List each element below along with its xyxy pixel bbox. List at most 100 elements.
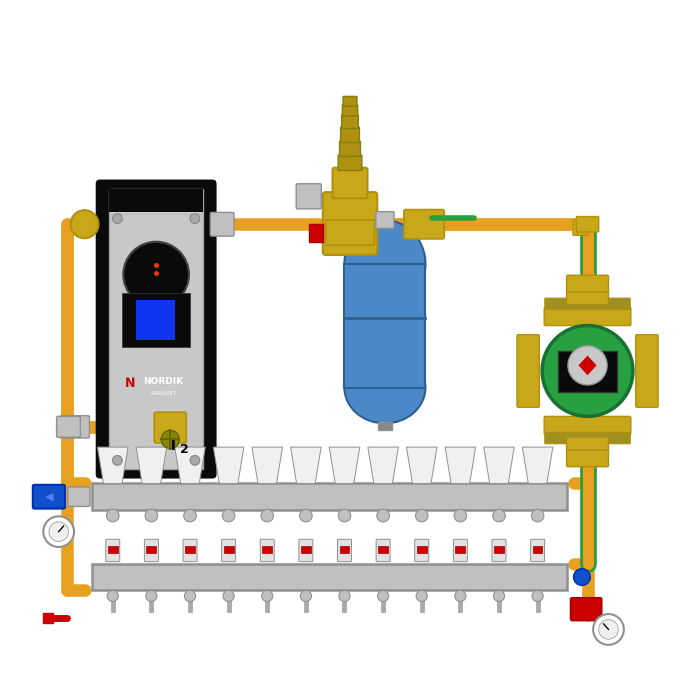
FancyBboxPatch shape (566, 438, 608, 454)
Circle shape (107, 590, 118, 601)
Circle shape (123, 241, 189, 307)
FancyBboxPatch shape (573, 220, 588, 235)
Circle shape (542, 326, 633, 416)
FancyBboxPatch shape (343, 97, 357, 106)
Polygon shape (445, 447, 475, 484)
Circle shape (145, 510, 158, 522)
Polygon shape (578, 356, 596, 375)
Circle shape (262, 590, 273, 601)
Polygon shape (290, 447, 321, 484)
Bar (185, 545, 195, 552)
Bar (136, 300, 175, 340)
Circle shape (493, 510, 505, 522)
FancyBboxPatch shape (545, 298, 630, 309)
FancyBboxPatch shape (636, 335, 658, 407)
Bar (92, 484, 566, 510)
FancyBboxPatch shape (33, 485, 65, 509)
Circle shape (568, 346, 607, 385)
Bar (558, 351, 617, 392)
Polygon shape (329, 447, 360, 484)
Circle shape (415, 510, 428, 522)
Circle shape (190, 214, 200, 223)
Circle shape (223, 590, 235, 601)
FancyBboxPatch shape (74, 216, 89, 232)
Circle shape (454, 510, 467, 522)
Circle shape (532, 590, 543, 601)
FancyBboxPatch shape (576, 216, 598, 232)
Polygon shape (175, 447, 205, 484)
Circle shape (113, 214, 122, 223)
Circle shape (261, 510, 274, 522)
Circle shape (49, 522, 69, 541)
Bar (340, 545, 349, 552)
Circle shape (593, 614, 624, 645)
FancyBboxPatch shape (342, 115, 358, 129)
FancyBboxPatch shape (566, 275, 608, 292)
FancyBboxPatch shape (183, 539, 197, 561)
Bar (456, 545, 466, 552)
FancyBboxPatch shape (570, 598, 601, 620)
Bar (109, 189, 203, 469)
FancyBboxPatch shape (338, 155, 362, 171)
Circle shape (377, 590, 388, 601)
Bar (146, 545, 156, 552)
Bar (262, 545, 272, 552)
Circle shape (146, 590, 157, 601)
Bar (378, 545, 388, 552)
Circle shape (161, 430, 179, 449)
Text: RADIANT: RADIANT (150, 391, 176, 395)
Ellipse shape (344, 220, 426, 308)
Circle shape (416, 590, 427, 601)
Bar (92, 564, 566, 590)
Text: ◀: ◀ (45, 491, 53, 502)
Circle shape (223, 510, 235, 522)
Text: ꓠ: ꓠ (125, 377, 135, 390)
Circle shape (455, 590, 466, 601)
Ellipse shape (344, 351, 426, 423)
Circle shape (184, 590, 195, 601)
Bar (108, 545, 118, 552)
FancyBboxPatch shape (531, 539, 545, 561)
FancyBboxPatch shape (144, 539, 158, 561)
Circle shape (43, 517, 74, 547)
Circle shape (339, 590, 350, 601)
Circle shape (377, 510, 389, 522)
Circle shape (598, 620, 618, 639)
FancyBboxPatch shape (376, 211, 394, 228)
FancyBboxPatch shape (376, 539, 390, 561)
Polygon shape (484, 447, 514, 484)
FancyBboxPatch shape (454, 539, 468, 561)
Polygon shape (214, 447, 244, 484)
FancyBboxPatch shape (337, 539, 351, 561)
Bar (378, 422, 392, 430)
FancyBboxPatch shape (210, 212, 234, 236)
Bar (344, 264, 426, 388)
FancyBboxPatch shape (342, 105, 358, 116)
Circle shape (106, 510, 119, 522)
FancyBboxPatch shape (332, 168, 368, 198)
FancyBboxPatch shape (566, 288, 608, 304)
FancyBboxPatch shape (341, 127, 359, 143)
Circle shape (494, 590, 505, 601)
FancyBboxPatch shape (517, 335, 539, 407)
Bar (122, 293, 190, 347)
Circle shape (300, 510, 312, 522)
Circle shape (190, 456, 200, 466)
FancyBboxPatch shape (68, 487, 90, 507)
Polygon shape (368, 447, 398, 484)
FancyBboxPatch shape (566, 450, 608, 467)
FancyBboxPatch shape (404, 209, 444, 239)
Circle shape (113, 456, 122, 466)
Circle shape (338, 510, 351, 522)
Text: NORDIK: NORDIK (144, 377, 183, 386)
FancyBboxPatch shape (60, 416, 90, 438)
Polygon shape (252, 447, 283, 484)
FancyBboxPatch shape (326, 220, 374, 245)
FancyBboxPatch shape (544, 416, 631, 435)
Bar (533, 545, 542, 552)
Polygon shape (136, 447, 167, 484)
Circle shape (71, 210, 99, 238)
Bar (494, 545, 504, 552)
Text: 2: 2 (180, 442, 189, 456)
FancyBboxPatch shape (57, 416, 80, 438)
